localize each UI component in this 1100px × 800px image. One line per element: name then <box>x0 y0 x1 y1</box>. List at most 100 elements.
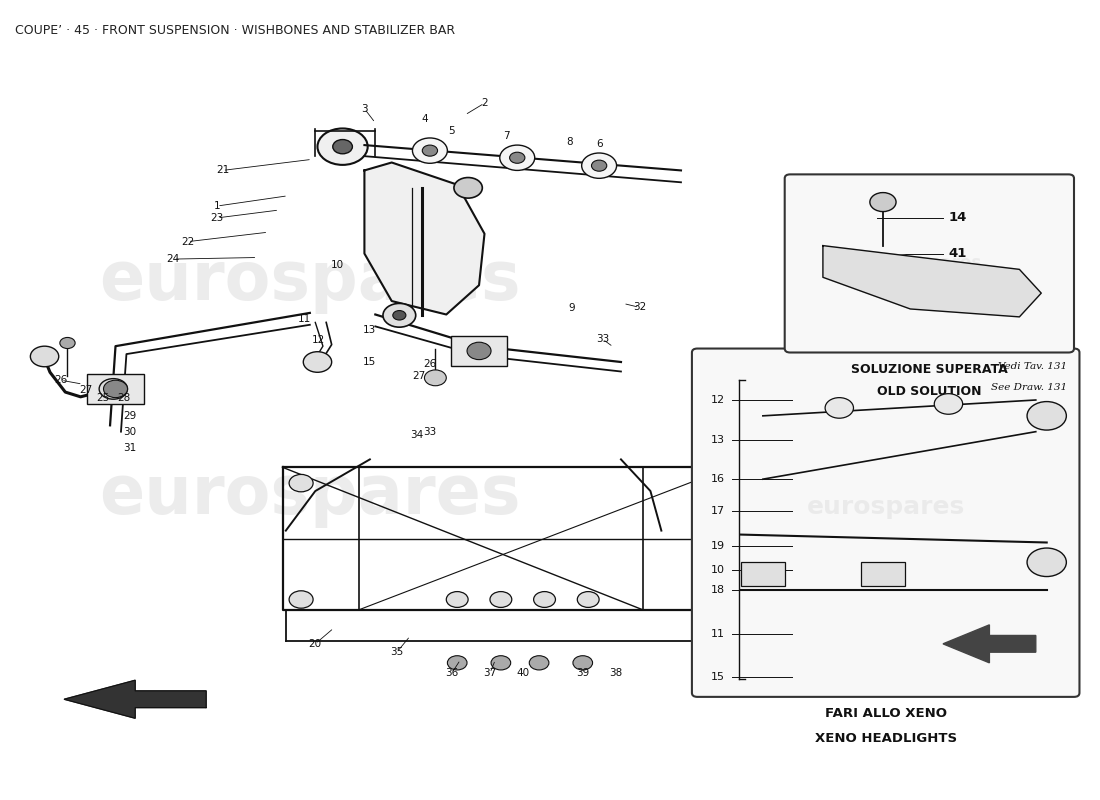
Circle shape <box>870 193 896 211</box>
Text: 15: 15 <box>711 672 725 682</box>
Circle shape <box>592 160 607 171</box>
Bar <box>87 374 144 404</box>
Text: 32: 32 <box>632 302 646 312</box>
Text: 11: 11 <box>711 629 725 638</box>
Circle shape <box>573 656 593 670</box>
Text: 40: 40 <box>516 668 529 678</box>
Text: eurospares: eurospares <box>99 248 520 314</box>
Text: 33: 33 <box>424 426 437 437</box>
Circle shape <box>425 370 447 386</box>
Polygon shape <box>823 246 1042 317</box>
Bar <box>451 336 507 366</box>
Text: 11: 11 <box>298 314 311 324</box>
Circle shape <box>468 342 491 360</box>
Text: 29: 29 <box>123 411 136 421</box>
Circle shape <box>412 138 448 163</box>
Text: 13: 13 <box>363 326 376 335</box>
Text: 4: 4 <box>421 114 428 124</box>
Polygon shape <box>64 680 206 718</box>
Text: OLD SOLUTION: OLD SOLUTION <box>877 385 981 398</box>
Circle shape <box>529 656 549 670</box>
Text: 8: 8 <box>566 137 573 147</box>
Text: 1: 1 <box>213 201 220 211</box>
Text: eurospares: eurospares <box>806 495 965 519</box>
Text: 13: 13 <box>711 434 725 445</box>
Text: 21: 21 <box>216 166 229 175</box>
Circle shape <box>696 590 720 608</box>
Text: 14: 14 <box>948 211 967 225</box>
Text: FARI ALLO XENO: FARI ALLO XENO <box>825 707 947 720</box>
Text: 30: 30 <box>123 426 136 437</box>
Text: 19: 19 <box>711 542 725 551</box>
Circle shape <box>490 591 512 607</box>
Circle shape <box>448 656 468 670</box>
Circle shape <box>289 590 314 608</box>
Circle shape <box>333 139 352 154</box>
Circle shape <box>491 656 510 670</box>
Circle shape <box>509 152 525 163</box>
Text: 27: 27 <box>412 371 426 382</box>
Text: 10: 10 <box>711 566 725 575</box>
Text: 17: 17 <box>711 506 725 516</box>
Circle shape <box>582 153 617 178</box>
Circle shape <box>447 591 469 607</box>
Text: See Draw. 131: See Draw. 131 <box>991 382 1067 391</box>
Polygon shape <box>943 625 1036 663</box>
Text: 34: 34 <box>410 430 424 440</box>
Text: 2: 2 <box>481 98 487 108</box>
Bar <box>741 562 784 586</box>
Text: eurospares: eurospares <box>877 254 982 273</box>
Text: 18: 18 <box>711 585 725 595</box>
Circle shape <box>578 591 600 607</box>
Circle shape <box>696 474 720 492</box>
Text: 22: 22 <box>180 237 195 246</box>
Circle shape <box>825 398 854 418</box>
Text: 26: 26 <box>54 375 67 386</box>
Circle shape <box>1027 548 1066 577</box>
Text: 26: 26 <box>424 359 437 370</box>
Text: 16: 16 <box>711 474 725 484</box>
Text: 41: 41 <box>948 247 967 260</box>
Circle shape <box>534 591 556 607</box>
Circle shape <box>31 346 58 366</box>
Text: 31: 31 <box>123 442 136 453</box>
Bar <box>861 562 905 586</box>
Circle shape <box>393 310 406 320</box>
Circle shape <box>454 178 482 198</box>
Text: 39: 39 <box>576 668 590 678</box>
Text: 12: 12 <box>711 395 725 405</box>
Circle shape <box>499 145 535 170</box>
Text: 3: 3 <box>361 104 367 114</box>
Circle shape <box>59 338 75 349</box>
Circle shape <box>103 380 128 398</box>
Text: 23: 23 <box>210 213 223 223</box>
Text: 10: 10 <box>331 261 343 270</box>
FancyBboxPatch shape <box>692 349 1079 697</box>
Circle shape <box>383 303 416 327</box>
Text: 15: 15 <box>363 357 376 367</box>
Text: 37: 37 <box>483 668 496 678</box>
Text: 27: 27 <box>79 385 92 394</box>
Polygon shape <box>364 162 484 314</box>
FancyBboxPatch shape <box>784 174 1074 353</box>
Text: 35: 35 <box>390 646 404 657</box>
Text: 7: 7 <box>503 131 509 142</box>
Text: Vedi Tav. 131: Vedi Tav. 131 <box>999 362 1067 371</box>
Text: 5: 5 <box>449 126 455 136</box>
Text: 25: 25 <box>96 394 109 403</box>
Text: 38: 38 <box>609 668 623 678</box>
Text: 20: 20 <box>309 639 322 649</box>
Circle shape <box>422 145 438 156</box>
Text: 24: 24 <box>167 254 180 264</box>
Text: 12: 12 <box>312 335 326 345</box>
Circle shape <box>289 474 314 492</box>
Circle shape <box>304 352 332 372</box>
Circle shape <box>1027 402 1066 430</box>
Circle shape <box>318 129 367 165</box>
Text: 9: 9 <box>569 303 575 313</box>
Text: eurospares: eurospares <box>99 462 520 528</box>
Text: XENO HEADLIGHTS: XENO HEADLIGHTS <box>815 733 957 746</box>
Text: COUPE’ · 45 · FRONT SUSPENSION · WISHBONES AND STABILIZER BAR: COUPE’ · 45 · FRONT SUSPENSION · WISHBON… <box>15 24 455 37</box>
Circle shape <box>99 378 128 399</box>
Text: 33: 33 <box>596 334 609 344</box>
